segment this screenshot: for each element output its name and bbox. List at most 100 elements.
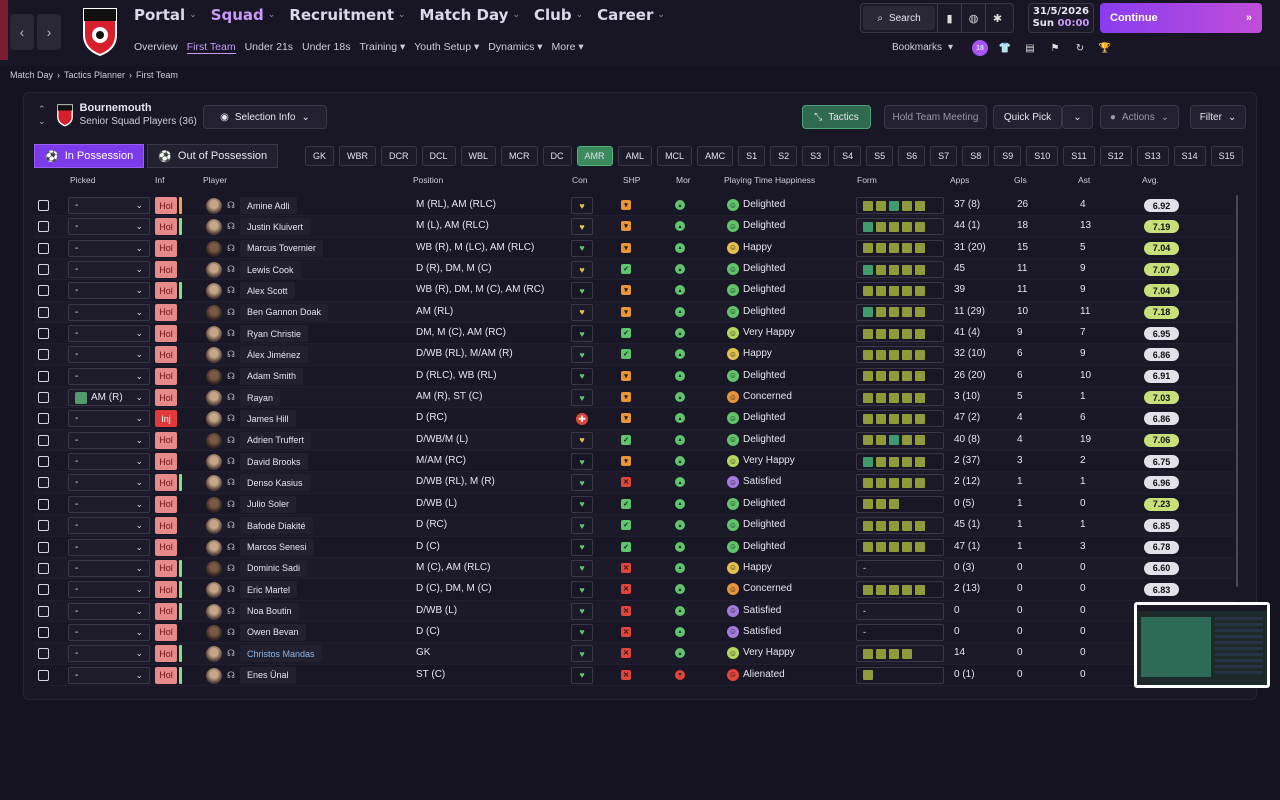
picked-dropdown[interactable]: - ⌄ <box>68 410 150 428</box>
col-form[interactable]: Form <box>857 175 877 185</box>
player-name[interactable]: Amine Adli <box>240 197 297 214</box>
row-checkbox[interactable] <box>38 434 49 446</box>
club-switch-arrows[interactable]: ⌃ ⌄ <box>38 103 46 127</box>
row-checkbox[interactable] <box>38 306 49 318</box>
row-checkbox[interactable] <box>38 562 49 574</box>
row-checkbox[interactable] <box>38 264 49 276</box>
influence-badge[interactable]: Hol <box>155 367 177 385</box>
picked-dropdown[interactable]: - ⌄ <box>68 517 150 535</box>
player-name[interactable]: Adrien Truffert <box>240 431 311 449</box>
table-row[interactable]: - ⌄ Hol ☊ Enes Ünal ST (C) ♥ ✕ ▾ ☺ Alienated 0 (1) 0… <box>34 665 1234 686</box>
player-name[interactable]: Bafodé Diakité <box>240 517 313 535</box>
row-checkbox[interactable] <box>38 349 49 361</box>
influence-badge[interactable]: Hol <box>155 666 177 684</box>
subnav-item[interactable]: More ▾ <box>551 41 584 53</box>
back-arrow-icon[interactable]: ‹ <box>10 14 34 50</box>
position-chip-wbl[interactable]: WBL <box>460 146 497 166</box>
bookmark-icon[interactable]: ▮ <box>937 4 961 32</box>
picked-dropdown[interactable]: - ⌄ <box>68 261 150 279</box>
influence-badge[interactable]: Hol <box>155 602 177 620</box>
influence-badge[interactable]: Hol <box>155 474 177 492</box>
col-pth[interactable]: Playing Time Happiness <box>724 175 816 185</box>
table-row[interactable]: - ⌄ Hol ☊ Justin Kluivert M (L), AM (RLC) ♥ ▾ ▴ ☺… <box>34 216 1234 238</box>
bookmarks-dropdown[interactable]: Bookmarks ▾ <box>892 42 954 53</box>
position-chip-s7[interactable]: S7 <box>930 146 958 166</box>
position-chip-dcr[interactable]: DCR <box>381 146 417 166</box>
influence-badge[interactable]: Hol <box>155 623 177 641</box>
picked-dropdown[interactable]: - ⌄ <box>68 282 150 300</box>
influence-badge[interactable]: Inj <box>155 410 177 428</box>
picked-dropdown[interactable]: AM (R) ⌄ <box>68 389 150 407</box>
table-row[interactable]: - ⌄ Hol ☊ Álex Jiménez D/WB (RL), M/AM (R) ♥ ✓ ▴… <box>34 344 1234 366</box>
position-chip-wbr[interactable]: WBR <box>339 146 377 166</box>
subnav-item[interactable]: Dynamics ▾ <box>488 41 543 53</box>
picked-dropdown[interactable]: - ⌄ <box>68 581 150 599</box>
picked-dropdown[interactable]: - ⌄ <box>68 474 150 492</box>
col-gls[interactable]: Gls <box>1014 175 1027 185</box>
preview-thumbnail[interactable] <box>1134 602 1270 688</box>
out-of-possession-tab[interactable]: ⚽ Out of Possession <box>147 144 279 168</box>
row-checkbox[interactable] <box>38 498 49 510</box>
tactics-button[interactable]: ⤡ Tactics <box>802 105 871 129</box>
picked-dropdown[interactable]: - ⌄ <box>68 367 150 385</box>
influence-badge[interactable]: Hol <box>155 559 177 577</box>
influence-badge[interactable]: Hol <box>155 389 177 407</box>
trophy-icon[interactable]: 🏆 <box>1098 42 1112 54</box>
nav-item-match-day[interactable]: Match Day ⌄ <box>420 6 520 24</box>
position-chip-s10[interactable]: S10 <box>1026 146 1059 166</box>
player-name[interactable]: Justin Kluivert <box>240 218 311 236</box>
gear-icon[interactable]: ✱ <box>985 4 1009 32</box>
globe-icon[interactable]: ◍ <box>961 4 985 32</box>
player-name[interactable]: Ryan Christie <box>240 325 309 343</box>
breadcrumb-item[interactable]: First Team <box>136 70 178 80</box>
influence-badge[interactable]: Hol <box>155 517 177 535</box>
chevron-down-icon[interactable]: ⌄ <box>38 115 46 126</box>
picked-dropdown[interactable]: - ⌄ <box>68 197 150 214</box>
table-scrollbar[interactable] <box>1236 195 1238 587</box>
player-name[interactable]: Ben Gannon Doak <box>240 303 329 321</box>
card-icon[interactable]: ▤ <box>1025 42 1035 54</box>
influence-badge[interactable]: Hol <box>155 303 177 321</box>
table-row[interactable]: - ⌄ Hol ☊ Bafodé Diakité D (RC) ♥ ✓ ▴ ☺ Delighted 4… <box>34 515 1234 537</box>
picked-dropdown[interactable]: - ⌄ <box>68 495 150 513</box>
table-row[interactable]: - ⌄ Hol ☊ Marcus Tovernier WB (R), M (LC), AM… <box>34 238 1234 260</box>
player-name[interactable]: Noa Boutin <box>240 602 299 620</box>
position-chip-gk[interactable]: GK <box>305 146 335 166</box>
picked-dropdown[interactable]: - ⌄ <box>68 559 150 577</box>
actions-dropdown[interactable]: ● Actions ⌄ <box>1100 105 1179 129</box>
player-name[interactable]: Denso Kasius <box>240 474 310 492</box>
row-checkbox[interactable] <box>38 413 49 425</box>
position-chip-s12[interactable]: S12 <box>1099 146 1132 166</box>
influence-badge[interactable]: Hol <box>155 495 177 513</box>
picked-dropdown[interactable]: - ⌄ <box>68 218 150 236</box>
row-checkbox[interactable] <box>38 328 49 340</box>
table-row[interactable]: - ⌄ Inj ☊ James Hill D (RC) ✚ ▾ ▴ ☺ Delighted 47 (2… <box>34 408 1234 430</box>
row-checkbox[interactable] <box>38 477 49 489</box>
position-chip-mcl[interactable]: MCL <box>657 146 693 166</box>
picked-dropdown[interactable]: - ⌄ <box>68 666 150 684</box>
influence-badge[interactable]: Hol <box>155 453 177 471</box>
table-row[interactable]: - ⌄ Hol ☊ Alex Scott WB (R), DM, M (C), AM (R… <box>34 280 1234 302</box>
nav-item-recruitment[interactable]: Recruitment ⌄ <box>289 6 405 24</box>
continue-button[interactable]: Continue» <box>1100 3 1262 33</box>
player-name[interactable]: Dominic Sadi <box>240 559 308 577</box>
table-row[interactable]: - ⌄ Hol ☊ Christos Mandas GK ♥ ✕ ▴ ☺ Very Happy 14 0… <box>34 643 1234 665</box>
col-position[interactable]: Position <box>413 175 444 185</box>
breadcrumb-item[interactable]: Tactics Planner <box>64 70 126 80</box>
col-player[interactable]: Player <box>203 175 228 185</box>
club-crest-icon[interactable] <box>80 5 120 57</box>
player-name[interactable]: Enes Ünal <box>240 666 296 684</box>
subnav-item[interactable]: Youth Setup ▾ <box>414 41 480 53</box>
row-checkbox[interactable] <box>38 370 49 382</box>
position-chip-s9[interactable]: S9 <box>994 146 1022 166</box>
influence-badge[interactable]: Hol <box>155 261 177 279</box>
player-name[interactable]: Eric Martel <box>240 581 298 599</box>
row-checkbox[interactable] <box>38 242 49 254</box>
quick-pick-dropdown[interactable]: ⌄ <box>1062 105 1093 129</box>
picked-dropdown[interactable]: - ⌄ <box>68 239 150 257</box>
col-apps[interactable]: Apps <box>950 175 970 185</box>
player-name[interactable]: James Hill <box>240 410 296 428</box>
search-button[interactable]: ⌕ Search <box>863 6 935 30</box>
position-chip-s3[interactable]: S3 <box>802 146 830 166</box>
table-row[interactable]: - ⌄ Hol ☊ Adrien Truffert D/WB/M (L) ♥ ✓ ▴ ☺ Delig… <box>34 429 1234 452</box>
